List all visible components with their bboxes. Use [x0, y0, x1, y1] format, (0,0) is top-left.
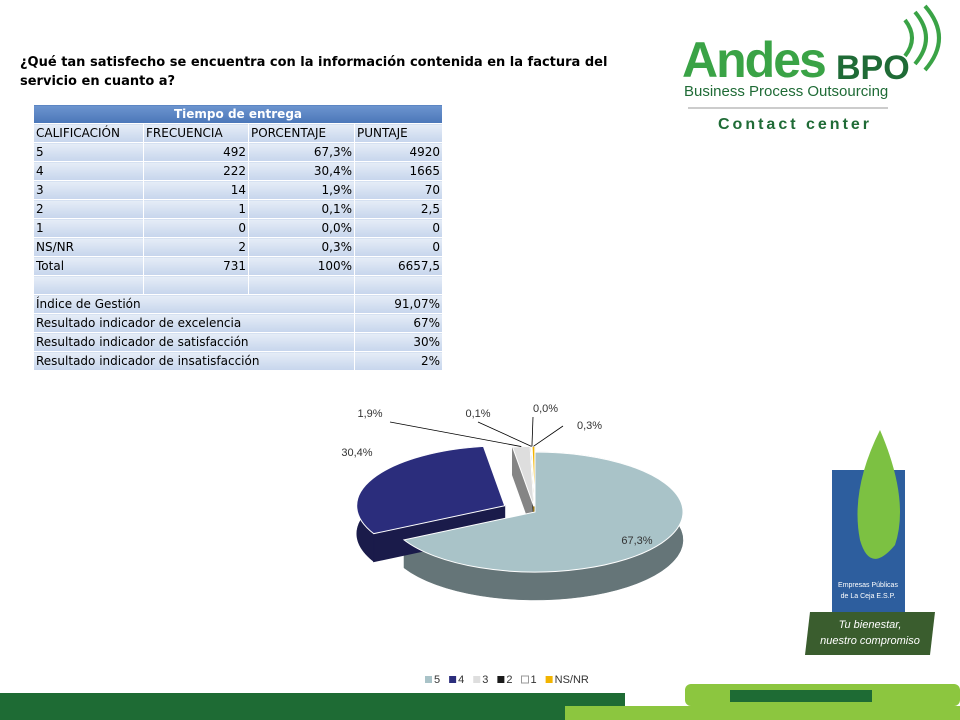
- table-cell: 492: [143, 142, 249, 162]
- table-row: Resultado indicador de insatisfacción 2%: [33, 351, 443, 371]
- legend-label: 3: [482, 674, 488, 686]
- data-label: 0,1%: [465, 408, 490, 420]
- data-label: 67,3%: [621, 535, 652, 547]
- logo-subtitle: Contact center: [718, 116, 872, 133]
- data-label: 0,0%: [533, 403, 558, 415]
- question: ¿Qué tan satisfecho se encuentra con la …: [20, 55, 608, 89]
- slogan: Tu bienestar,: [839, 619, 902, 631]
- data-label: 30,4%: [341, 447, 372, 459]
- leaf: [857, 430, 900, 559]
- tagline: Business Process Outsourcing: [684, 83, 888, 100]
- slogan-panel: [805, 612, 935, 655]
- table-row: NS/NR 2 0,3% 0: [33, 237, 443, 257]
- signal-arcs: [903, 4, 941, 72]
- pie-slice: [356, 445, 506, 535]
- summary-label: Resultado indicador de excelencia: [33, 313, 355, 333]
- empty-cell: [248, 275, 355, 295]
- table-cell: 100%: [248, 256, 355, 276]
- table-row: Total 731 100% 6657,5: [33, 256, 443, 276]
- sponsor-name: de La Ceja E.S.P.: [841, 593, 896, 600]
- legend-label: NS/NR: [555, 674, 589, 686]
- column-header: PUNTAJE: [354, 123, 443, 143]
- legend-swatch: [545, 676, 553, 683]
- table-cell: 1: [33, 218, 144, 238]
- table-cell: 1: [143, 199, 249, 219]
- legend-label: 1: [531, 674, 537, 686]
- brand: Andes: [682, 32, 825, 88]
- sponsor-name: Empresas Públicas: [838, 582, 898, 589]
- legend-swatch: [449, 676, 457, 683]
- legend-label: 2: [506, 674, 512, 686]
- leader-line: [477, 421, 532, 447]
- table-row: [33, 275, 443, 295]
- legend-swatch: [425, 676, 432, 683]
- table-cell: 2,5: [354, 199, 443, 219]
- table-row: CALIFICACIÓN FRECUENCIA PORCENTAJE PUNTAJE: [33, 123, 443, 143]
- sponsor-logo: Empresas Públicas de La Ceja E.S.P. Tu b…: [805, 430, 935, 655]
- summary-label: Índice de Gestión: [33, 294, 355, 314]
- summary-value: 67%: [354, 313, 443, 333]
- legend-label: 4: [458, 674, 464, 686]
- summary-label: Resultado indicador de insatisfacción: [33, 351, 355, 371]
- column-header: FRECUENCIA: [143, 123, 249, 143]
- table-cell: 731: [143, 256, 249, 276]
- table-cell: 1,9%: [248, 180, 355, 200]
- data-table: Tiempo de entrega CALIFICACIÓN FRECUENCIA P…: [33, 104, 443, 371]
- andes-logo: Andes BPO Business Process Outsourcing C…: [682, 4, 941, 133]
- legend-label: 5: [434, 674, 440, 686]
- table-cell: 4: [33, 161, 144, 181]
- footer-bar: [730, 690, 872, 702]
- table-cell: 0,3%: [248, 237, 355, 257]
- leader-line: [531, 416, 534, 447]
- footer-bar: [0, 693, 625, 720]
- table-cell: 5: [33, 142, 144, 162]
- table-cell: 67,3%: [248, 142, 355, 162]
- legend-swatch: [497, 676, 505, 683]
- table-cell: Total: [33, 256, 144, 276]
- slogan: nuestro compromiso: [820, 635, 920, 647]
- pie-tops: [356, 445, 684, 573]
- pie-slice: [402, 451, 684, 573]
- summary-value: 30%: [354, 332, 443, 352]
- legend-swatch: [473, 676, 481, 683]
- column-header: CALIFICACIÓN: [33, 123, 144, 143]
- summary-label: Resultado indicador de satisfacción: [33, 332, 355, 352]
- table-cell: NS/NR: [33, 237, 144, 257]
- empty-cell: [143, 275, 249, 295]
- brand-suffix: BPO: [836, 49, 910, 87]
- footer-bar: [565, 706, 960, 720]
- data-label: 1,9%: [357, 408, 382, 420]
- table-row: 5 492 67,3% 4920: [33, 142, 443, 162]
- table-cell: 3: [33, 180, 144, 200]
- data-label: 0,3%: [577, 420, 602, 432]
- table-row: Resultado indicador de satisfacción 30%: [33, 332, 443, 352]
- table-row: Índice de Gestión 91,07%: [33, 294, 443, 314]
- summary-value: 91,07%: [354, 294, 443, 314]
- pie-slice: [511, 445, 535, 507]
- table-cell: 30,4%: [248, 161, 355, 181]
- table-cell: 4920: [354, 142, 443, 162]
- table-cell: 222: [143, 161, 249, 181]
- legend-swatch: [521, 675, 529, 684]
- summary-value: 2%: [354, 351, 443, 371]
- table-title: Tiempo de entrega: [33, 104, 443, 124]
- table-cell: 0: [354, 237, 443, 257]
- table-row: Tiempo de entrega: [33, 104, 443, 124]
- leader-line: [533, 425, 564, 447]
- leader-line: [389, 421, 522, 447]
- table-row: Resultado indicador de excelencia 67%: [33, 313, 443, 333]
- table-row: 4 222 30,4% 1665: [33, 161, 443, 181]
